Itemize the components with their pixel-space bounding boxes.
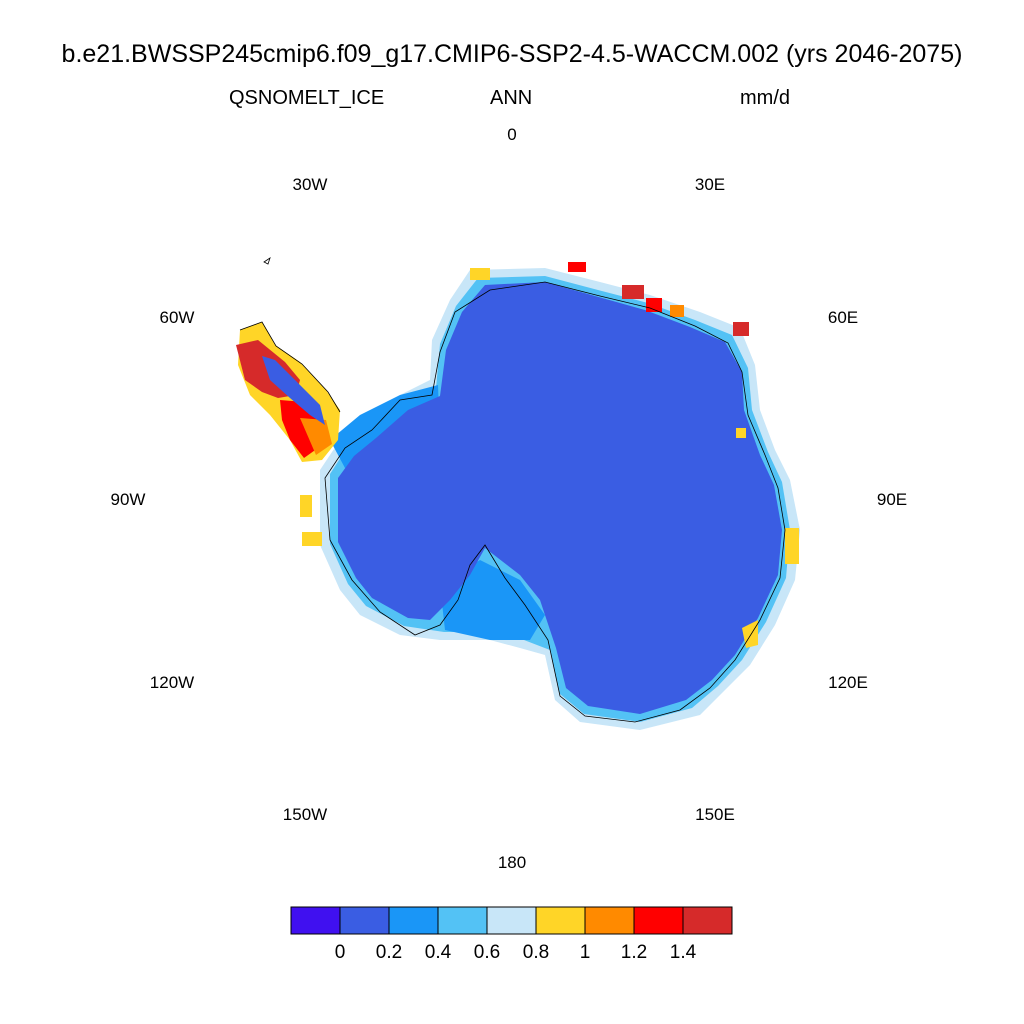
- units-label: mm/d: [740, 87, 790, 109]
- colorbar-label-4: 0.8: [522, 942, 550, 963]
- lon-label-60e: 60E: [827, 308, 859, 327]
- ice-sheet-interior: [338, 282, 782, 714]
- lon-label-30e: 30E: [694, 175, 726, 194]
- colorbar-box-0: [290, 906, 341, 935]
- colorbar-box-1: [339, 906, 390, 935]
- melt-spot: [568, 262, 586, 272]
- colorbar-box-5: [535, 906, 586, 935]
- colorbar-box-6: [584, 906, 635, 935]
- melt-spot: [622, 285, 644, 299]
- melt-spot: [300, 495, 312, 517]
- melt-spot: [733, 322, 749, 336]
- peninsula-interior: [262, 356, 325, 425]
- ross-shelf: [440, 560, 545, 640]
- ice-sheet-field: [236, 262, 800, 730]
- colorbar-label-3: 0.6: [473, 942, 501, 963]
- colorbar-box-3: [437, 906, 488, 935]
- melt-spot: [785, 528, 799, 564]
- page-title: b.e21.BWSSP245cmip6.f09_g17.CMIP6-SSP2-4…: [61, 40, 963, 68]
- colorbar-label-5: 1: [579, 942, 591, 963]
- antarctica-map: [236, 257, 800, 730]
- lon-label-120w: 120W: [149, 673, 195, 692]
- lon-label-60w: 60W: [159, 308, 195, 327]
- lon-label-90w: 90W: [110, 490, 146, 509]
- colorbar-box-7: [633, 906, 684, 935]
- season-label: ANN: [490, 87, 533, 109]
- lon-label-90e: 90E: [876, 490, 908, 509]
- colorbar-label-6: 1.2: [620, 942, 648, 963]
- lon-label-0: 0: [507, 125, 517, 144]
- melt-spot: [470, 268, 490, 280]
- lon-label-120e: 120E: [828, 673, 868, 692]
- colorbar-box-2: [388, 906, 439, 935]
- peninsula-melt-orange: [300, 418, 332, 455]
- colorbar-box-4: [486, 906, 537, 935]
- colorbar-box-8: [682, 906, 733, 935]
- variable-label: QSNOMELT_ICE: [229, 87, 385, 109]
- melt-spot: [742, 620, 758, 648]
- lon-label-180: 180: [497, 853, 527, 872]
- melt-spot: [736, 428, 746, 438]
- colorbar-label-0: 0: [334, 942, 346, 963]
- melt-spot: [302, 532, 322, 546]
- colorbar-label-2: 0.4: [424, 942, 452, 963]
- colorbar: [290, 906, 733, 935]
- colorbar-label-7: 1.4: [669, 942, 697, 963]
- lon-label-30w: 30W: [292, 175, 328, 194]
- lon-label-150e: 150E: [695, 805, 735, 824]
- lon-label-150w: 150W: [282, 805, 328, 824]
- colorbar-label-1: 0.2: [375, 942, 403, 963]
- melt-spot: [670, 305, 684, 317]
- melt-spot: [646, 298, 662, 312]
- coastline: [239, 257, 786, 723]
